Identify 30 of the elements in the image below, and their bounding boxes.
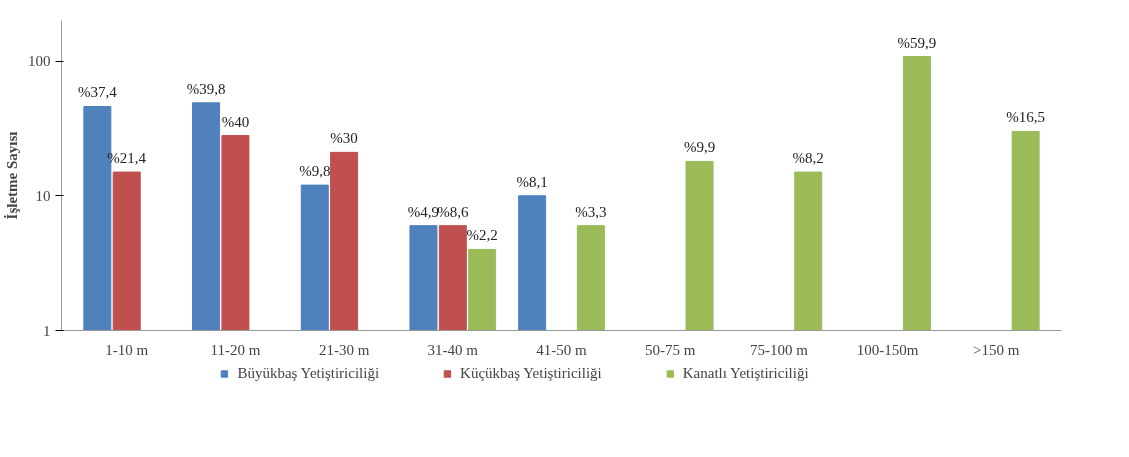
y-axis-title: İşletme Sayısı [4,131,20,220]
annotation: %3,3 [575,203,607,220]
annotation: %39,8 [186,80,226,97]
x-tick-label: 100-150m [856,341,919,358]
legend-label: Büyükbaş Yetiştiriciliği [237,364,380,382]
x-tick-label: 11-20 m [210,341,261,358]
x-tick-label: 1-10 m [105,341,149,358]
x-tick-label: 41-50 m [536,341,588,358]
annotation: %16,5 [1006,109,1046,126]
y-tick-label: 1 [43,322,51,339]
annotation: %4,9 [407,203,440,220]
annotation: %8,2 [792,150,824,167]
annotation: %9,9 [683,139,716,156]
annotation: %8,6 [437,203,469,220]
x-tick-label: 50-75 m [644,341,696,358]
annotation: %30 [330,130,358,147]
legend-label: Kanatlı Yetiştiriciliği [682,364,809,382]
legend-label: Küçükbaş Yetiştiriciliği [460,364,602,382]
annotation: %37,4 [78,84,118,101]
y-tick-label: 100 [28,53,51,70]
y-tick-label: 10 [35,187,51,204]
x-tick-label: 31-40 m [427,341,479,358]
annotation: %40 [221,113,250,130]
annotation: %9,8 [299,163,331,180]
annotation: %8,1 [516,173,548,190]
x-tick-label: 75-100 m [749,341,809,358]
x-tick-label: >150 m [973,341,1020,358]
annotation: %2,2 [466,227,498,244]
annotation: %59,9 [897,34,937,51]
x-tick-label: 21-30 m [318,341,370,358]
